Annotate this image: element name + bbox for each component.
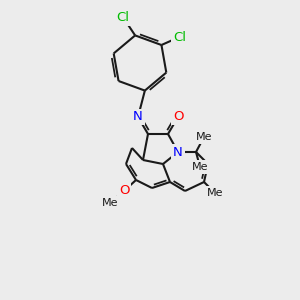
Text: O: O: [173, 110, 183, 124]
Text: Me: Me: [102, 198, 118, 208]
Text: Me: Me: [196, 132, 212, 142]
Text: Cl: Cl: [173, 31, 186, 44]
Text: Cl: Cl: [117, 11, 130, 24]
Text: N: N: [133, 110, 143, 124]
Text: Me: Me: [207, 188, 223, 198]
Text: O: O: [119, 184, 129, 197]
Text: Me: Me: [192, 162, 208, 172]
Text: N: N: [173, 146, 183, 158]
